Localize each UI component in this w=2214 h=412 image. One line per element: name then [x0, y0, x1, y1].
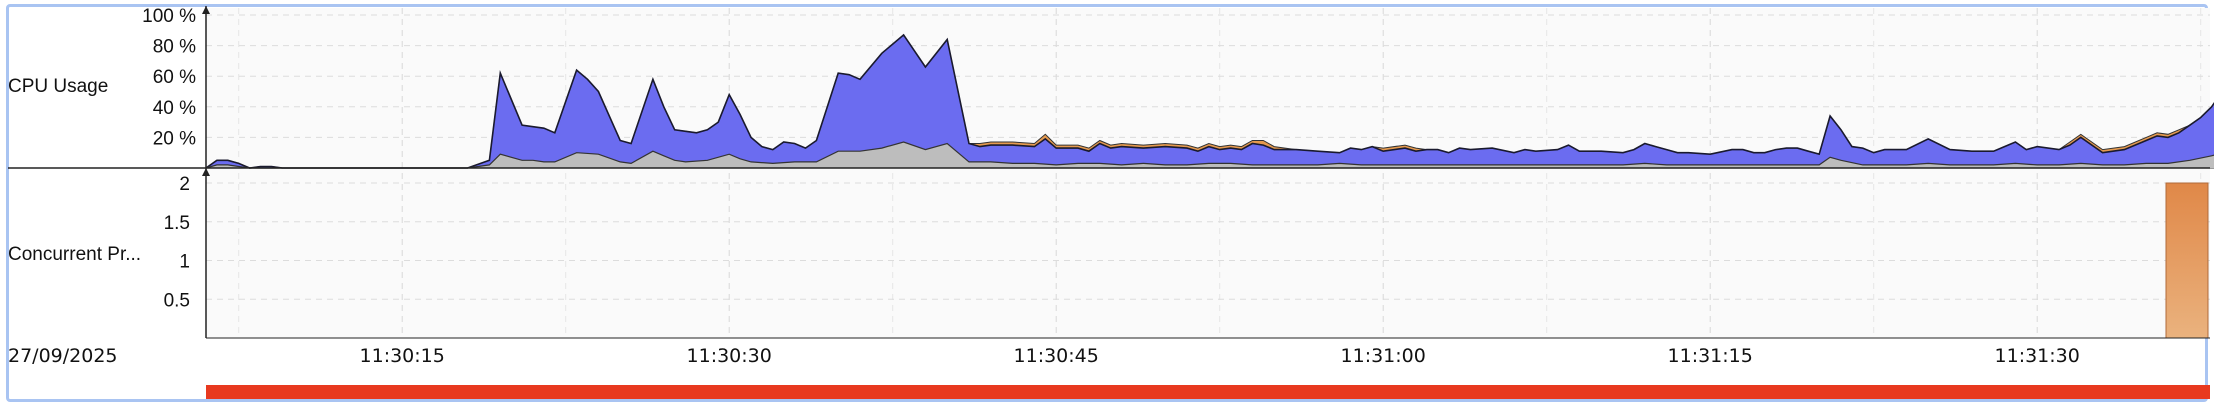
timeline-bar[interactable]: [206, 385, 2210, 399]
cpu-tick-label: 40 %: [153, 98, 196, 119]
cpu-tick-label: 20 %: [153, 128, 196, 149]
cpu-total-area: [206, 34, 2214, 168]
cpu-tick-labels: 100 % 80 % 60 % 40 % 20 %: [142, 6, 196, 149]
concurrent-tick-label: 2: [179, 174, 190, 195]
cpu-axis-label: CPU Usage: [8, 76, 108, 97]
concurrent-tick-labels: 2 1.5 1 0.5: [164, 174, 190, 311]
concurrent-tick-label: 1.5: [164, 213, 190, 234]
time-tick-label: 11:31:30: [1995, 345, 2080, 367]
concurrent-axis-label: Concurrent Pr...: [8, 244, 141, 265]
concurrent-bars-group: [2165, 182, 2209, 339]
concurrent-tick-label: 0.5: [164, 290, 190, 311]
time-tick-label: 11:31:00: [1341, 345, 1426, 367]
date-label: 27/09/2025: [8, 345, 118, 367]
cpu-series-group: [204, 33, 2214, 169]
y-axis-arrow-lower: [202, 168, 210, 176]
y-axis-arrow: [202, 6, 210, 14]
concurrent-bar: [2165, 182, 2209, 339]
cpu-total-line: [205, 33, 2214, 169]
concurrent-tick-label: 1: [179, 252, 190, 273]
time-tick-label: 11:30:15: [360, 345, 445, 367]
cpu-system-area: [206, 142, 2214, 168]
concurrent-gridlines: [206, 182, 2210, 300]
cpu-tick-label: 60 %: [153, 67, 196, 88]
cpu-system-line: [205, 141, 2214, 169]
time-tick-labels: 11:30:15 11:30:30 11:30:45 11:31:00 11:31:15…: [360, 345, 2080, 367]
cpu-tick-label: 100 %: [142, 6, 196, 27]
time-tick-label: 11:30:45: [1014, 345, 1099, 367]
concurrent-plot-area: [206, 168, 2210, 338]
cpu-tick-label: 80 %: [153, 37, 196, 58]
time-tick-label: 11:30:30: [687, 345, 772, 367]
time-tick-label: 11:31:15: [1668, 345, 1753, 367]
